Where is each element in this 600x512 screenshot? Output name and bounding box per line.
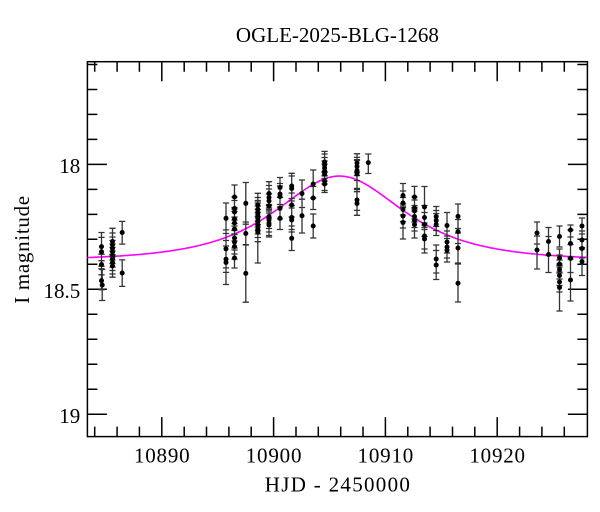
svg-text:10910: 10910 <box>358 444 415 468</box>
svg-text:I magnitude: I magnitude <box>10 195 34 304</box>
svg-text:HJD - 2450000: HJD - 2450000 <box>265 473 411 497</box>
svg-text:OGLE-2025-BLG-1268: OGLE-2025-BLG-1268 <box>236 23 439 47</box>
svg-text:10920: 10920 <box>469 444 526 468</box>
svg-text:18.5: 18.5 <box>43 279 80 303</box>
svg-text:10890: 10890 <box>134 444 191 468</box>
svg-text:18: 18 <box>59 154 80 178</box>
svg-text:10900: 10900 <box>246 444 303 468</box>
svg-text:19: 19 <box>59 404 80 428</box>
